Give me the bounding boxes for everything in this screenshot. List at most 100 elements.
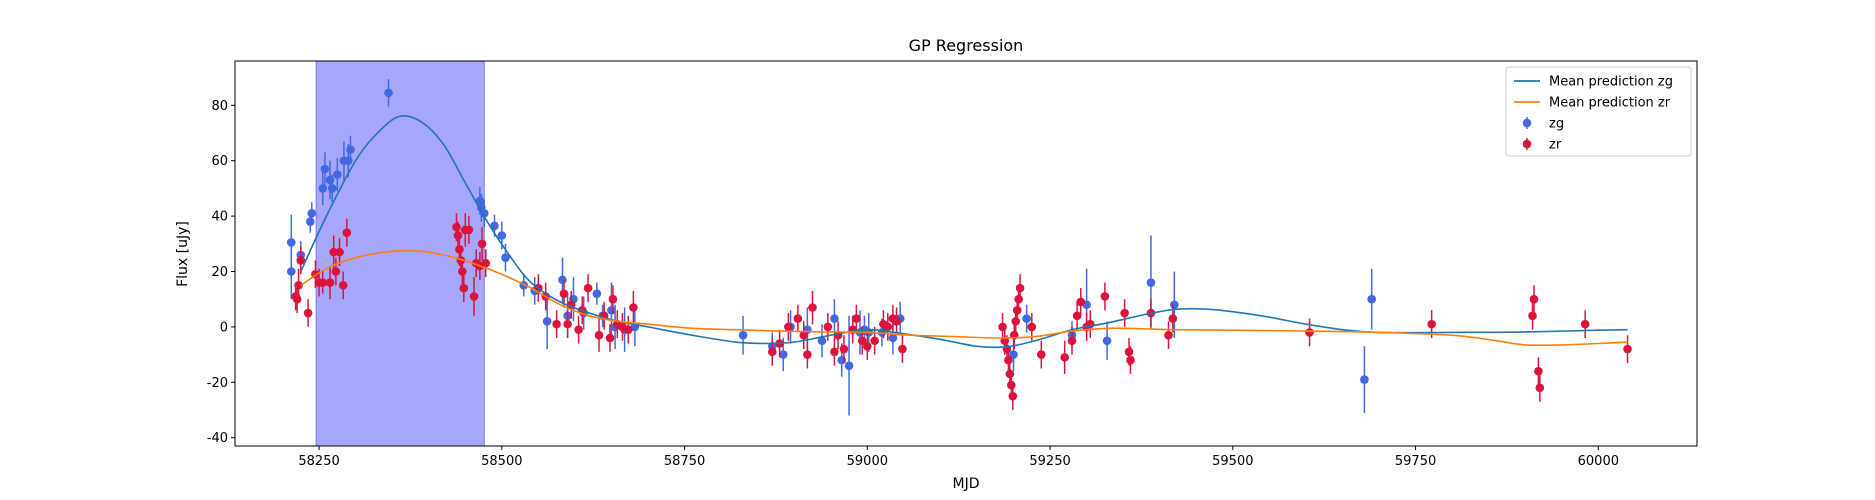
data-point-zr <box>1534 366 1543 376</box>
data-point-zg <box>320 164 330 174</box>
data-point-zr <box>292 294 302 304</box>
line-Mean prediction zr <box>300 249 1628 347</box>
data-point-zr <box>892 317 901 326</box>
data-point-zr <box>318 278 328 287</box>
data-point-zg <box>1022 314 1031 323</box>
data-point-zg <box>1360 375 1369 384</box>
data-point-zr <box>605 333 615 343</box>
data-point-zr <box>1067 336 1077 346</box>
legend-entry-zg: zg <box>1522 117 1564 132</box>
data-point-zg <box>592 289 602 298</box>
y-tick-label: 0 <box>220 320 228 335</box>
data-point-zg <box>844 361 854 370</box>
data-point-zr <box>1100 292 1110 301</box>
data-point-zr <box>583 283 593 293</box>
data-point-zr <box>296 256 306 265</box>
highlight-span-layer <box>315 60 485 447</box>
line-Mean prediction zg <box>300 115 1628 349</box>
data-point-zg <box>384 88 393 98</box>
data-point-zr <box>1528 311 1537 321</box>
y-tick-label: -20 <box>207 376 228 391</box>
axes-frame <box>234 60 1698 447</box>
data-point-zr <box>563 319 572 329</box>
y-tick-label: 40 <box>211 210 228 225</box>
legend-box <box>1505 66 1692 157</box>
data-point-zr <box>803 350 812 359</box>
data-point-zr <box>857 336 867 346</box>
data-point-zr <box>898 344 907 354</box>
data-point-zr <box>1015 283 1025 293</box>
data-point-zg <box>286 267 296 276</box>
x-axis-ticks: 58250 58500 58750 59000 59250 59500 59750 60000 <box>298 446 1619 469</box>
data-point-zr <box>998 322 1007 332</box>
y-tick-label: 80 <box>211 99 228 114</box>
data-point-zr <box>335 247 344 257</box>
y-axis-ticks: -40 -20 0 20 40 60 80 <box>207 99 235 446</box>
data-point-zr <box>481 258 491 268</box>
data-point-zg <box>738 330 748 340</box>
data-point-zg <box>305 217 315 226</box>
data-point-zg <box>286 238 296 247</box>
data-point-zg <box>346 145 355 154</box>
x-axis-label: MJD <box>953 476 980 492</box>
data-point-zr <box>469 292 479 301</box>
data-point-zr <box>464 225 474 235</box>
x-tick-label: 58750 <box>664 454 705 469</box>
x-tick-label: 59000 <box>847 454 888 469</box>
data-point-zg <box>542 317 552 326</box>
axes <box>234 60 1698 447</box>
data-point-zr <box>1427 319 1436 329</box>
x-tick-label: 59750 <box>1395 454 1436 469</box>
y-tick-label: 60 <box>211 154 228 169</box>
data-point-zr <box>458 267 467 276</box>
data-point-zg <box>327 184 337 193</box>
data-point-zr <box>1004 355 1013 365</box>
data-point-zr <box>594 330 604 340</box>
legend-label: Mean prediction zr <box>1549 96 1671 111</box>
data-point-zr <box>1060 353 1069 362</box>
data-point-zr <box>294 281 303 290</box>
data-point-zr <box>1580 319 1590 329</box>
data-point-zg <box>325 175 335 185</box>
data-point-zr <box>830 347 839 357</box>
data-point-zg <box>497 231 507 240</box>
data-point-zg <box>307 209 317 218</box>
data-point-zr <box>623 325 633 334</box>
data-point-zr <box>823 322 833 332</box>
data-point-zr <box>793 314 803 323</box>
x-tick-label: 59250 <box>1029 454 1070 469</box>
data-point-zg <box>830 314 839 323</box>
data-point-zr <box>1005 369 1015 379</box>
data-point-zg <box>1102 336 1112 346</box>
data-point-zr <box>863 341 872 351</box>
legend-label: Mean prediction zg <box>1549 75 1673 90</box>
data-point-zg <box>1367 294 1377 304</box>
data-point-zr <box>325 278 335 287</box>
data-point-zg <box>888 333 898 343</box>
data-point-zr <box>1011 317 1021 326</box>
data-point-zr <box>1008 391 1018 401</box>
y-tick-label: -40 <box>207 431 228 446</box>
data-point-zr <box>1120 308 1129 318</box>
data-point-zr <box>1007 380 1016 390</box>
data-point-zr <box>559 289 569 298</box>
data-point-zg <box>1146 278 1156 287</box>
data-point-zg <box>344 156 353 166</box>
data-point-zg <box>837 355 847 365</box>
legend-label: zr <box>1549 138 1562 153</box>
data-point-zg <box>1009 350 1018 359</box>
data-point-zr <box>1535 383 1545 393</box>
data-point-zr <box>852 314 861 323</box>
data-point-zr <box>1164 330 1173 340</box>
data-point-zr <box>1076 297 1086 307</box>
data-point-zr <box>1529 294 1539 304</box>
data-point-zr <box>883 322 893 332</box>
data-point-zr <box>1036 350 1046 359</box>
data-point-zr <box>608 294 618 304</box>
data-point-zr <box>338 281 348 290</box>
data-point-zr <box>1027 322 1037 332</box>
plot-area <box>286 79 1632 416</box>
data-point-zr <box>1014 294 1023 304</box>
legend-swatch <box>1522 139 1532 149</box>
